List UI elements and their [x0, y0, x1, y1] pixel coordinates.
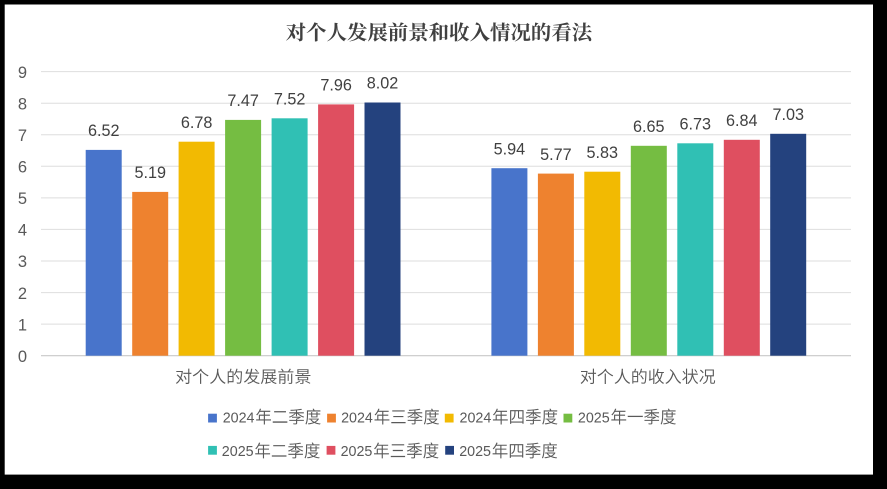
svg-text:6.84: 6.84 [726, 112, 758, 130]
svg-text:5: 5 [18, 190, 27, 208]
svg-text:2025: 2025 [341, 443, 373, 460]
svg-text:6.73: 6.73 [680, 116, 712, 134]
svg-text:7.52: 7.52 [274, 91, 306, 109]
svg-text:6.78: 6.78 [181, 114, 213, 132]
svg-text:7.03: 7.03 [772, 106, 804, 124]
svg-text:2025: 2025 [459, 443, 491, 460]
svg-text:2: 2 [18, 285, 27, 303]
svg-text:2024: 2024 [341, 409, 373, 426]
svg-text:3: 3 [18, 253, 27, 271]
svg-text:8.02: 8.02 [367, 75, 399, 93]
svg-text:2025: 2025 [578, 409, 610, 426]
svg-text:6.65: 6.65 [633, 118, 665, 136]
svg-text:9: 9 [18, 64, 27, 82]
svg-text:7.47: 7.47 [227, 92, 259, 110]
svg-text:8: 8 [18, 95, 27, 113]
svg-text:7: 7 [18, 127, 27, 145]
svg-text:4: 4 [18, 222, 27, 240]
svg-text:6: 6 [18, 159, 27, 177]
svg-text:2024: 2024 [460, 409, 492, 426]
svg-text:5.94: 5.94 [494, 140, 526, 158]
svg-text:0: 0 [18, 348, 27, 366]
svg-text:5.83: 5.83 [587, 144, 619, 162]
svg-text:2024: 2024 [223, 409, 255, 426]
svg-text:1: 1 [18, 316, 27, 334]
svg-text:5.19: 5.19 [134, 164, 166, 182]
svg-text:5.77: 5.77 [540, 146, 572, 164]
svg-text:2025: 2025 [222, 443, 254, 460]
svg-text:6.52: 6.52 [88, 122, 120, 140]
svg-text:7.96: 7.96 [320, 77, 352, 95]
